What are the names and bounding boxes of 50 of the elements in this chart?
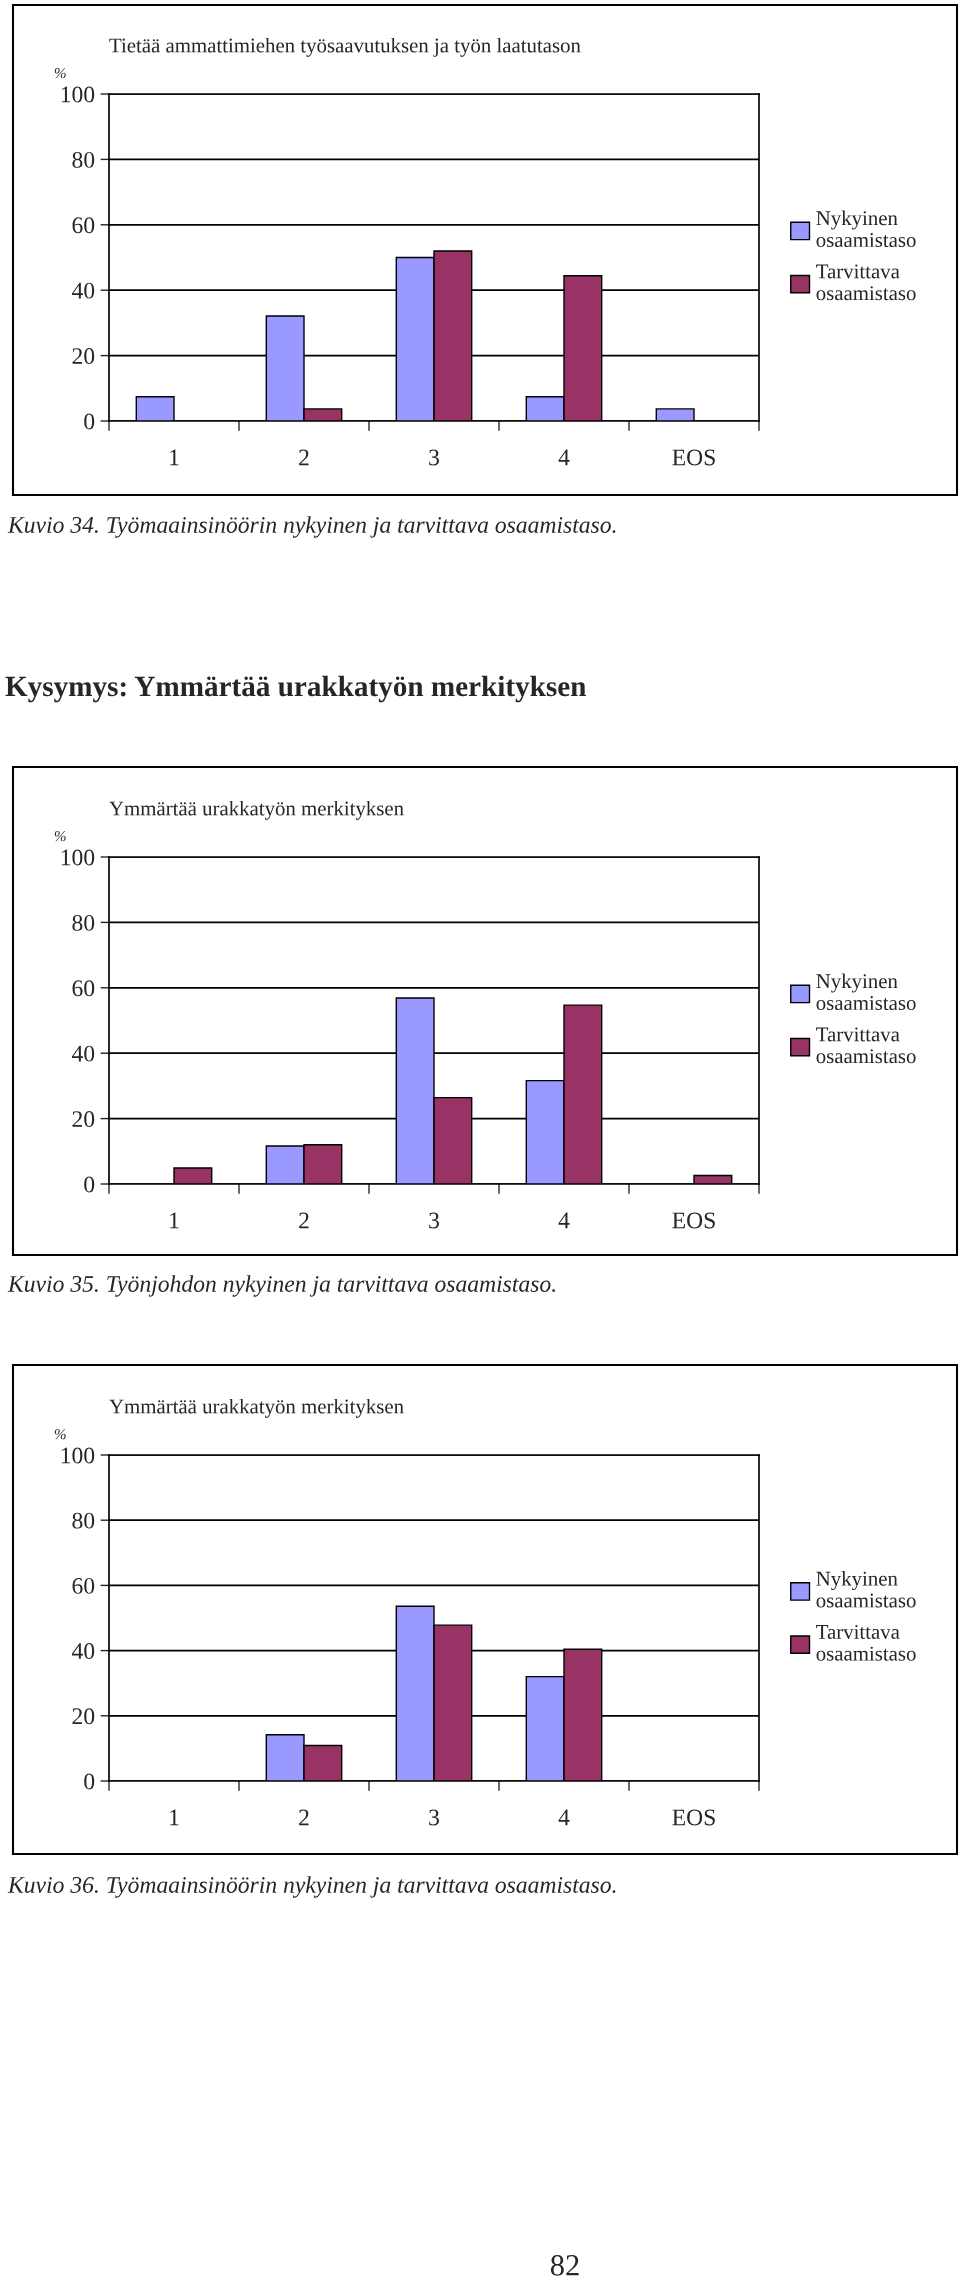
y-axis-title: % bbox=[54, 1428, 66, 1440]
legend-label: Nykyinen osaamistaso bbox=[816, 1571, 916, 1608]
text: Kuvio 35. Työnjohdon nykyinen ja tarvittava osaamistaso. bbox=[7, 1275, 555, 1297]
y-tick-label: 80 bbox=[72, 151, 95, 168]
x-tick-label: 3 bbox=[429, 1212, 439, 1229]
legend-label: Tarvittava osaamistaso bbox=[816, 264, 916, 301]
chart-title: Tietää ammattimiehen työsaavutuksen ja työn laatutason bbox=[109, 37, 581, 57]
y-axis-title: % bbox=[54, 67, 66, 79]
y-tick-label: 0 bbox=[84, 1773, 95, 1790]
y-tick-label: 40 bbox=[71, 282, 95, 299]
x-tick-label: EOS bbox=[672, 1212, 715, 1229]
y-tick-label: 100 bbox=[61, 849, 95, 866]
x-tick-label: 3 bbox=[429, 1809, 439, 1826]
text: Kuvio 34. Työmaainsinöörin nykyinen ja tarvittava osaamistaso. bbox=[7, 516, 616, 538]
text: Kuvio 36. Työmaainsinöörin nykyinen ja tarvittava osaamistaso. bbox=[7, 1876, 616, 1898]
y-tick-label: 60 bbox=[72, 980, 95, 997]
x-tick-label: 1 bbox=[170, 1809, 179, 1826]
y-tick-label: 80 bbox=[72, 914, 95, 931]
chart-title: Ymmärtää urakkatyön merkityksen bbox=[109, 1398, 404, 1418]
y-tick-label: 60 bbox=[72, 1577, 95, 1594]
x-tick-label: 4 bbox=[558, 1809, 570, 1826]
y-axis-title: % bbox=[54, 830, 66, 842]
text: 82 bbox=[550, 2255, 579, 2276]
x-tick-label: 2 bbox=[299, 1212, 309, 1229]
y-tick-label: 20 bbox=[72, 1111, 95, 1128]
x-tick-label: 4 bbox=[558, 449, 570, 466]
y-tick-label: 80 bbox=[72, 1512, 95, 1529]
y-tick-label: 40 bbox=[71, 1643, 95, 1660]
y-tick-label: 100 bbox=[61, 86, 95, 103]
legend-label: Nykyinen osaamistaso bbox=[816, 210, 916, 248]
x-tick-label: 2 bbox=[299, 449, 309, 466]
x-tick-label: EOS bbox=[672, 1809, 715, 1826]
y-tick-label: 40 bbox=[71, 1045, 95, 1062]
x-tick-label: EOS bbox=[672, 449, 715, 466]
x-tick-label: 1 bbox=[170, 449, 179, 466]
y-tick-label: 60 bbox=[72, 217, 95, 234]
x-tick-label: 3 bbox=[429, 449, 439, 466]
legend-label: Tarvittava osaamistaso bbox=[816, 1624, 916, 1661]
legend-label: Tarvittava osaamistaso bbox=[816, 1027, 916, 1064]
y-tick-label: 20 bbox=[72, 1708, 95, 1725]
y-tick-label: 0 bbox=[84, 1176, 95, 1193]
y-tick-label: 20 bbox=[72, 348, 95, 365]
legend-label: Nykyinen osaamistaso bbox=[816, 973, 916, 1011]
x-tick-label: 1 bbox=[170, 1212, 179, 1229]
text: Kysymys: Ymmärtää urakkatyön merkityksen bbox=[5, 675, 586, 703]
chart-title: Ymmärtää urakkatyön merkityksen bbox=[109, 800, 404, 820]
x-tick-label: 2 bbox=[299, 1809, 309, 1826]
y-tick-label: 100 bbox=[61, 1447, 95, 1464]
x-tick-label: 4 bbox=[558, 1212, 570, 1229]
y-tick-label: 0 bbox=[84, 413, 95, 430]
